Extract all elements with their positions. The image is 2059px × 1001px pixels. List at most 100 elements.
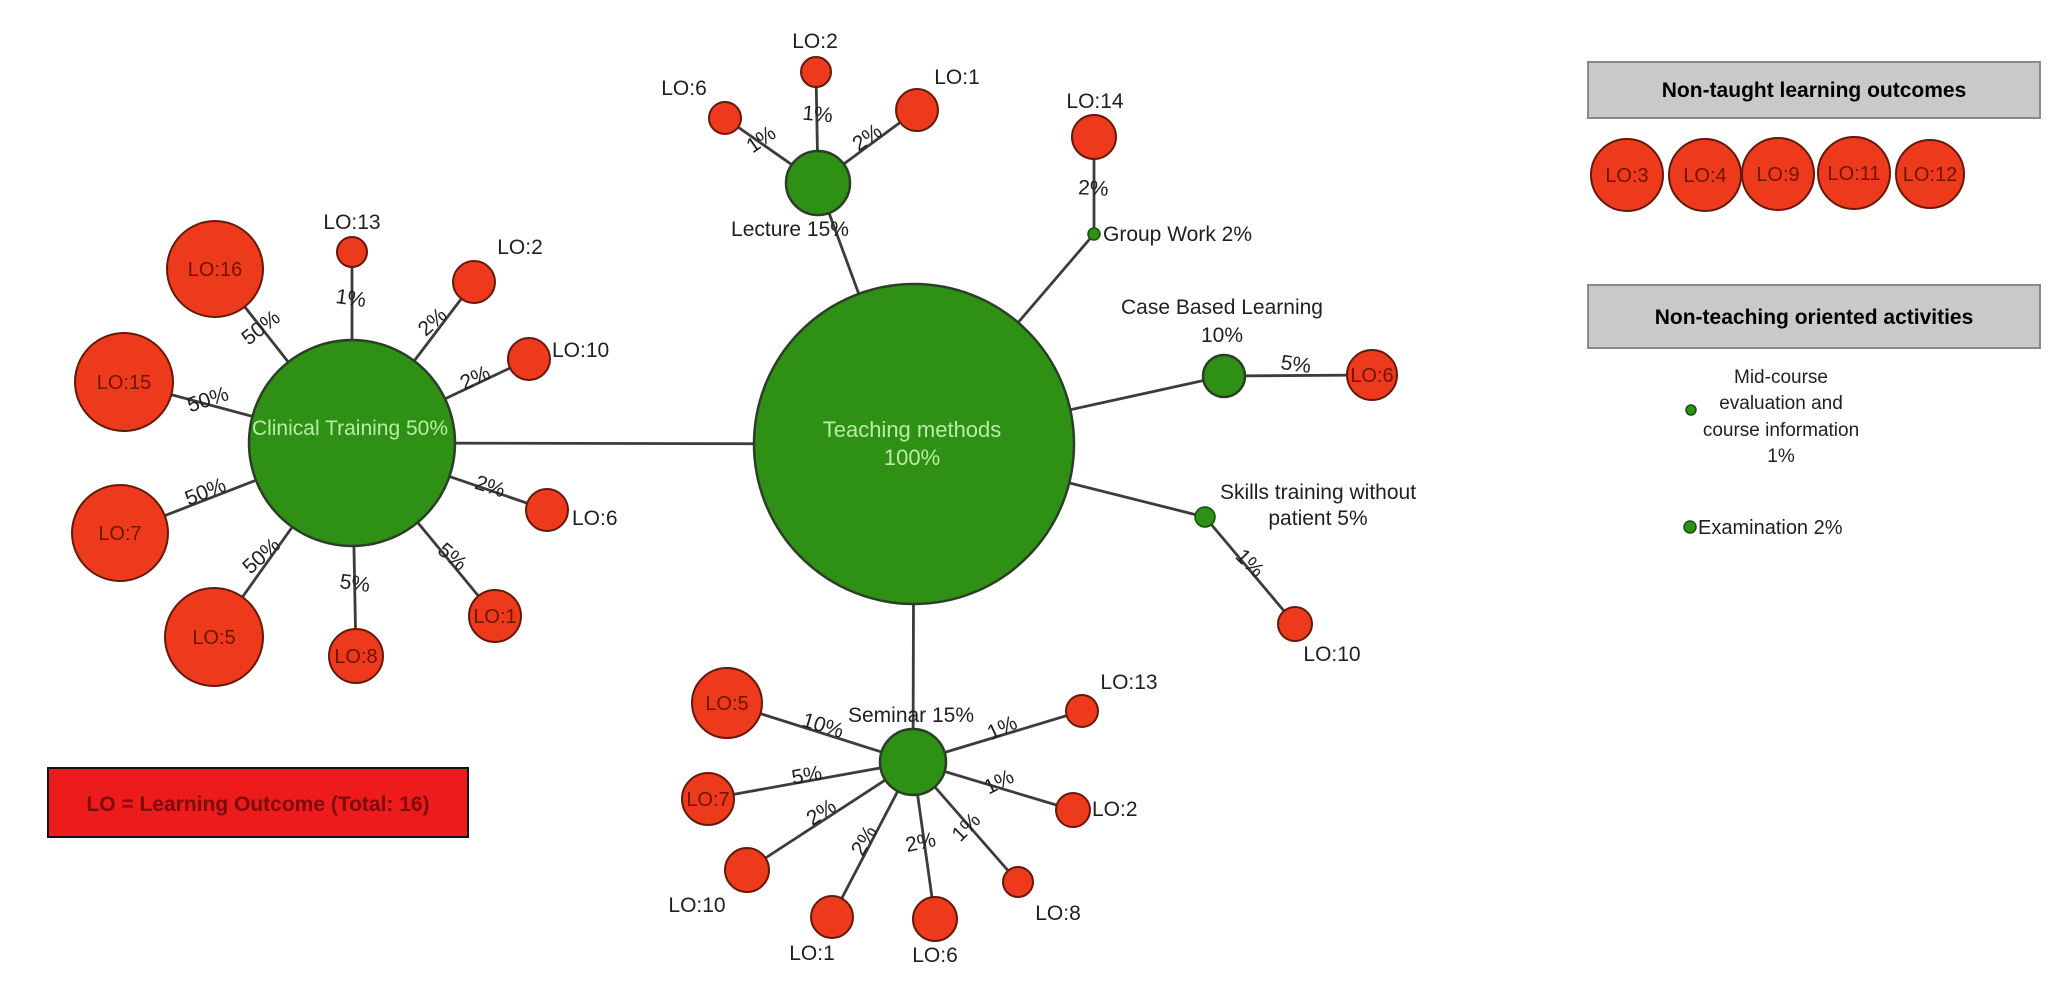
clinical-lo6-node — [525, 488, 569, 532]
lecture-label: Lecture 15% — [731, 218, 849, 241]
nontaught-lo9-label: LO:9 — [1756, 164, 1799, 186]
teaching-methods-label-line2: 100% — [884, 445, 940, 470]
clinical-lo7-pct: 50% — [182, 473, 230, 510]
skills-lo10-node — [1277, 606, 1313, 642]
lecture-lo2-node — [800, 56, 832, 88]
seminar-lo13-node — [1065, 694, 1099, 728]
clinical-lo13-node — [336, 236, 368, 268]
clinical-lo7-label: LO:7 — [98, 523, 141, 545]
nontaught-lo11-node — [1817, 136, 1891, 210]
seminar-lo7-node — [681, 772, 735, 826]
lecture-lo1-node — [895, 88, 939, 132]
nontaught-lo3-node — [1590, 138, 1664, 212]
non-taught-header-box — [1587, 61, 2041, 119]
seminar-label: Seminar 15% — [848, 704, 974, 727]
groupwork-lo14-node — [1071, 114, 1117, 160]
clinical-lo13-label: LO:13 — [323, 211, 380, 234]
clinical-lo15-label: LO:15 — [97, 372, 151, 394]
clinical-lo13-pct: 1% — [334, 285, 367, 312]
seminar-lo6-node — [912, 896, 958, 942]
clinical-training-node — [247, 338, 457, 548]
casebased-lo6-pct: 5% — [1279, 351, 1312, 378]
skills-training-node — [1194, 506, 1216, 528]
clinical-lo1-label: LO:1 — [473, 606, 516, 628]
teaching-methods-label-line1: Teaching methods — [823, 417, 1002, 442]
clinical-lo8-node — [328, 628, 384, 684]
group-work-label: Group Work 2% — [1103, 223, 1252, 246]
seminar-lo1-pct: 2% — [847, 822, 882, 860]
seminar-lo2-node — [1055, 792, 1091, 828]
legend-key-text: LO = Learning Outcome (Total: 16) — [86, 793, 429, 816]
clinical-lo2-node — [452, 260, 496, 304]
clinical-lo8-label: LO:8 — [334, 646, 377, 668]
clinical-lo15-pct: 50% — [184, 382, 231, 417]
seminar-lo5-node — [691, 667, 763, 739]
mid-course-line4: 1% — [1767, 446, 1795, 467]
casebased-lo6-node — [1346, 349, 1398, 401]
nontaught-lo9-node — [1741, 137, 1815, 211]
clinical-lo6-pct: 2% — [472, 471, 508, 502]
legend-key-box — [47, 767, 469, 838]
seminar-lo5-pct: 10% — [799, 709, 846, 743]
seminar-lo6-label: LO:6 — [912, 944, 958, 967]
mid-course-line3: course information — [1703, 420, 1859, 441]
seminar-lo10-node — [724, 847, 770, 893]
seminar-lo8-pct: 1% — [948, 809, 986, 847]
seminar-lo2-pct: 1% — [980, 765, 1017, 799]
skills-lo10-label: LO:10 — [1303, 643, 1360, 666]
seminar-lo2-label: LO:2 — [1092, 798, 1138, 821]
clinical-training-label: Clinical Training 50% — [252, 417, 448, 440]
lecture-lo6-node — [708, 101, 742, 135]
lecture-lo1-pct: 2% — [848, 120, 886, 156]
casebased-lo6-label: LO:6 — [1350, 365, 1393, 387]
seminar-lo10-label: LO:10 — [668, 894, 725, 917]
nontaught-lo3-label: LO:3 — [1605, 165, 1648, 187]
seminar-lo1-node — [810, 895, 854, 939]
teaching-methods-node — [752, 282, 1076, 606]
case-based-label-line2: 10% — [1201, 324, 1243, 347]
mid-course-line1: Mid-course — [1734, 367, 1828, 388]
mid-course-dot — [1685, 404, 1697, 416]
seminar-lo7-pct: 5% — [790, 762, 824, 790]
non-teaching-header-box — [1587, 284, 2041, 349]
case-based-label-line1: Case Based Learning — [1121, 296, 1323, 319]
edge-skills-lo10 — [1203, 516, 1297, 625]
clinical-lo7-node — [71, 484, 169, 582]
mid-course-line2: evaluation and — [1719, 393, 1843, 414]
nontaught-lo4-label: LO:4 — [1683, 165, 1726, 187]
clinical-lo5-node — [164, 587, 264, 687]
nontaught-lo11-label: LO:11 — [1828, 163, 1881, 185]
seminar-lo7-label: LO:7 — [686, 789, 729, 811]
lecture-lo2-pct: 1% — [801, 102, 833, 128]
lecture-lo2-label: LO:2 — [792, 30, 838, 53]
seminar-lo6-pct: 2% — [903, 828, 937, 857]
groupwork-lo14-pct: 2% — [1078, 176, 1110, 201]
seminar-node — [878, 727, 948, 797]
seminar-lo8-node — [1002, 866, 1034, 898]
lecture-lo1-label: LO:1 — [934, 66, 980, 89]
clinical-lo16-pct: 50% — [237, 306, 284, 350]
lecture-node — [784, 149, 852, 217]
lecture-lo6-label: LO:6 — [661, 77, 707, 100]
clinical-lo5-label: LO:5 — [192, 627, 235, 649]
seminar-lo5-label: LO:5 — [705, 693, 748, 715]
seminar-lo13-label: LO:13 — [1100, 671, 1157, 694]
nontaught-lo12-node — [1895, 139, 1965, 209]
skills-lo10-pct: 1% — [1231, 545, 1269, 583]
clinical-lo10-node — [507, 337, 551, 381]
group-work-node — [1087, 227, 1101, 241]
nontaught-lo12-label: LO:12 — [1903, 164, 1957, 186]
clinical-lo8-pct: 5% — [338, 570, 371, 597]
non-teaching-header-title: Non-teaching oriented activities — [1655, 306, 1974, 329]
skills-label-line2: patient 5% — [1268, 507, 1367, 530]
seminar-lo1-label: LO:1 — [789, 942, 835, 965]
clinical-lo16-label: LO:16 — [188, 259, 242, 281]
clinical-lo1-node — [468, 589, 522, 643]
clinical-lo15-node — [74, 332, 174, 432]
clinical-lo16-node — [166, 220, 264, 318]
seminar-lo8-label: LO:8 — [1035, 902, 1081, 925]
case-based-node — [1201, 353, 1247, 399]
clinical-lo2-label: LO:2 — [497, 236, 543, 259]
clinical-lo6-label: LO:6 — [572, 507, 618, 530]
